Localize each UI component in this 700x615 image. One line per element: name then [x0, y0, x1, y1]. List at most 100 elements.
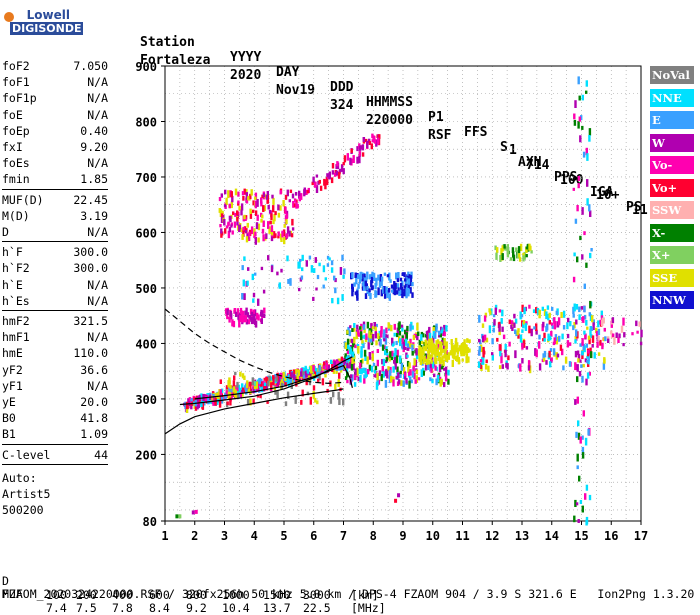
echo-point [319, 185, 323, 191]
echo-point [314, 257, 317, 263]
echo-point [249, 382, 253, 386]
echo-point [348, 356, 351, 364]
echo-point [511, 247, 515, 253]
echo-point [535, 349, 538, 358]
echo-point [275, 376, 278, 382]
echo-point [385, 286, 388, 294]
echo-point [559, 344, 563, 351]
echo-point [234, 311, 238, 317]
echo-point [435, 323, 438, 329]
echo-point [443, 354, 446, 359]
echo-point [361, 152, 365, 157]
range-value: 1500 [263, 588, 291, 602]
echo-point [295, 199, 298, 203]
echo-point [361, 358, 364, 364]
muf-value: 9.2 [186, 601, 207, 615]
echo-point [569, 321, 572, 327]
param-row: M(D) 3.19 [2, 208, 108, 224]
echo-point [257, 314, 260, 321]
echo-point [293, 373, 296, 380]
echo-point [250, 226, 254, 235]
echo-point [239, 371, 242, 377]
echo-point [432, 334, 435, 338]
echo-point [345, 365, 349, 373]
echo-point [279, 205, 282, 211]
echo-point [427, 355, 430, 360]
echo-point [535, 329, 538, 335]
echo-point [585, 262, 588, 268]
echo-point [581, 452, 585, 459]
echo-point [268, 226, 271, 234]
echo-point [372, 362, 376, 367]
echo-point [543, 337, 546, 342]
echo-point [501, 245, 504, 252]
echo-point [521, 329, 524, 333]
header-label: S [500, 140, 508, 155]
echo-point [257, 298, 260, 306]
echo-point [356, 274, 360, 279]
echo-point [293, 377, 296, 383]
echo-point [458, 345, 461, 351]
param-name: B0 [2, 411, 16, 426]
echo-point [501, 253, 504, 261]
echo-point [220, 216, 224, 223]
echo-point [288, 230, 291, 237]
echo-point [371, 139, 374, 143]
echo-point [395, 375, 398, 380]
echo-point [377, 274, 380, 281]
echo-point [374, 371, 378, 378]
echo-point [238, 205, 241, 211]
echo-point [229, 397, 232, 406]
echo-point [267, 380, 270, 387]
echo-point [242, 226, 245, 231]
echo-point [622, 343, 625, 347]
separator [2, 188, 108, 190]
param-value: 22.45 [73, 192, 108, 207]
echo-point [549, 335, 552, 341]
echo-point [453, 349, 456, 355]
echo-point [377, 287, 380, 296]
echo-point [435, 340, 438, 349]
echo-point [297, 369, 300, 374]
echo-point [572, 306, 575, 314]
echo-point [280, 237, 283, 242]
x-tick-label: 5 [280, 529, 287, 543]
echo-point [487, 365, 490, 372]
echo-point [522, 255, 525, 262]
echo-point [368, 274, 372, 280]
echo-point [283, 237, 286, 245]
echo-point [361, 144, 365, 151]
echo-point [589, 210, 592, 217]
echo-point [434, 332, 437, 339]
echo-point [311, 181, 314, 186]
echo-point [330, 177, 334, 184]
echo-point [401, 344, 404, 349]
echo-point [301, 267, 304, 272]
echo-point [369, 338, 373, 343]
echo-point [424, 363, 428, 371]
echo-point [597, 328, 601, 336]
header-value: Nov19 [276, 83, 316, 98]
echo-point [504, 350, 507, 358]
echo-point [342, 274, 345, 279]
echo-point [543, 309, 547, 316]
echo-point [586, 153, 589, 161]
echo-point [597, 320, 600, 328]
echo-point [334, 172, 337, 177]
echo-point [394, 348, 397, 356]
echo-point [241, 191, 245, 196]
echo-point [277, 204, 280, 211]
echo-point [285, 233, 289, 239]
echo-point [306, 190, 309, 194]
echo-point [429, 344, 432, 352]
header-label: IGA [590, 185, 614, 200]
echo-point [244, 316, 248, 322]
param-row: B1 1.09 [2, 426, 108, 442]
echo-point [405, 378, 408, 384]
echo-point [363, 275, 367, 282]
echo-point [247, 267, 250, 271]
echo-point [429, 377, 432, 382]
echo-point [194, 509, 198, 514]
echo-point [496, 247, 499, 253]
echo-point [405, 338, 408, 346]
